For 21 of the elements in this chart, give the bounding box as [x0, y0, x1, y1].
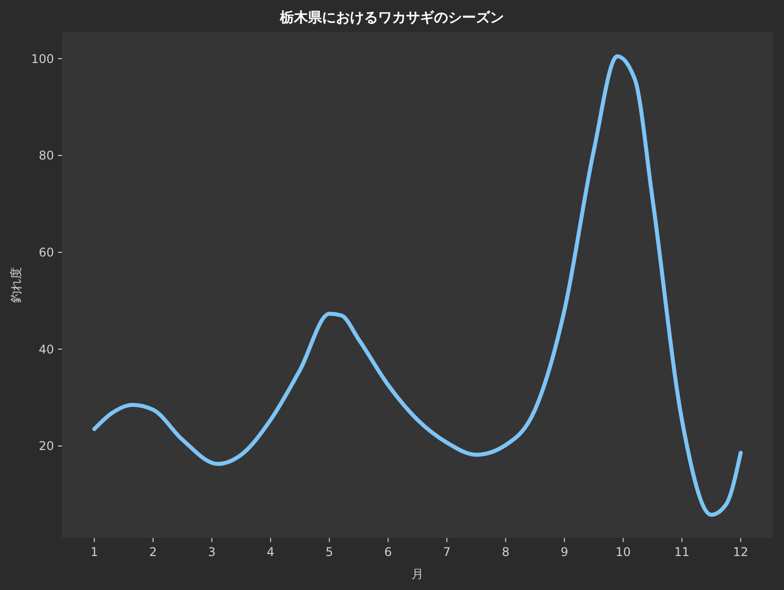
x-tick-label: 1 [90, 545, 98, 559]
chart-title: 栃木県におけるワカサギのシーズン [279, 10, 504, 26]
y-tick-label: 20 [38, 439, 54, 454]
x-tick-label: 8 [502, 545, 510, 559]
y-tick-label: 60 [38, 246, 54, 260]
x-tick-label: 7 [443, 545, 451, 559]
x-tick-label: 6 [384, 545, 392, 559]
y-axis-title: 釣れ度 [9, 267, 23, 303]
x-tick-label: 11 [674, 545, 690, 559]
x-axis-title: 月 [412, 567, 424, 581]
y-tick-label: 40 [38, 342, 54, 356]
x-tick-label: 10 [616, 545, 631, 559]
x-tick-label: 5 [326, 545, 334, 559]
y-tick-label: 100 [31, 52, 54, 66]
x-tick-label: 12 [733, 545, 748, 559]
x-tick-label: 3 [208, 545, 216, 559]
x-tick-label: 2 [149, 545, 157, 559]
line-series [92, 54, 743, 517]
x-tick-label: 4 [266, 545, 274, 559]
x-tick-label: 9 [560, 545, 568, 559]
y-tick-label: 80 [38, 148, 54, 163]
